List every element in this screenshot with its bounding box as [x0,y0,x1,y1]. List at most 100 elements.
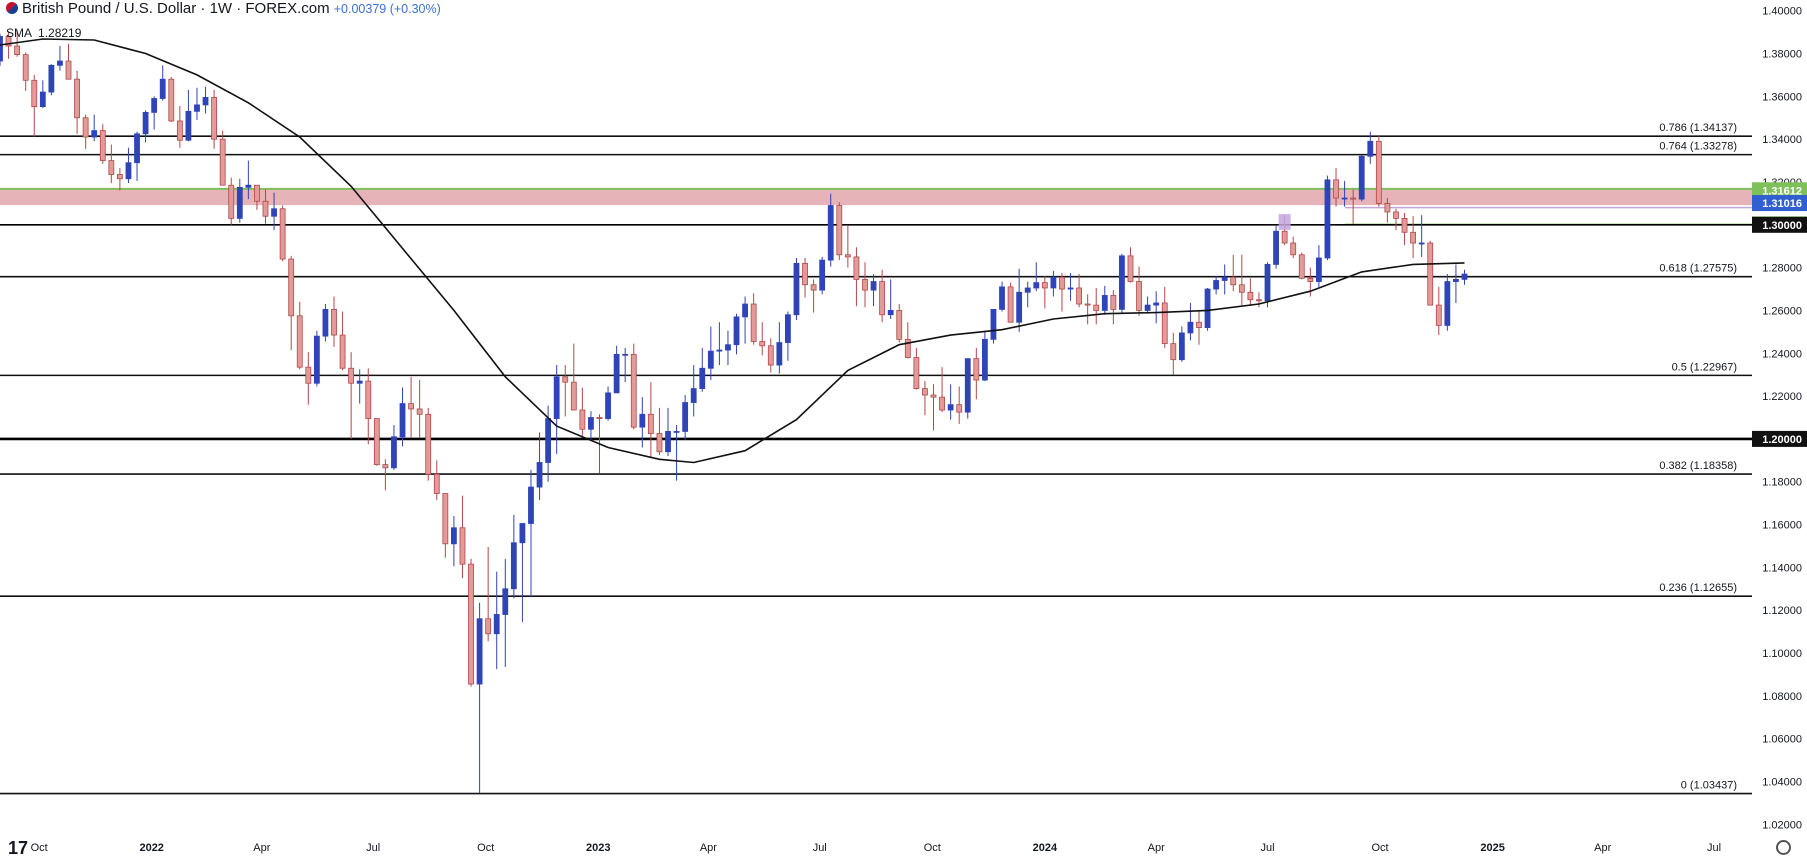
candle-body [1016,291,1023,323]
gbp-usd-flag-icon [6,2,18,14]
candle-body [1196,321,1202,328]
candle-body [1238,284,1245,293]
candle-body [699,367,706,389]
candle-body [519,523,526,544]
y-tick-label: 1.28000 [1762,263,1802,275]
candle-body [1221,276,1228,281]
fib-label-0: 0.786 (1.34137) [1659,122,1737,134]
x-tick-label: Oct [924,842,941,854]
fib-label-2: 0.618 (1.27575) [1659,263,1737,275]
x-tick-label: 2025 [1480,842,1504,854]
candle-body [468,563,474,685]
fib-label-3: 0.5 (1.22967) [1672,361,1737,373]
chart-header: British Pound / U.S. Dollar · 1W · FOREX… [6,0,441,17]
candle-body [1178,332,1185,361]
candle-body [1435,304,1442,326]
candle-body [913,357,920,389]
x-tick-label: Oct [477,842,494,854]
candle-body [22,54,29,81]
candle-body [1033,282,1040,289]
candle-body [416,408,423,415]
y-tick-label: 1.12000 [1762,605,1802,617]
symbol-title[interactable]: British Pound / U.S. Dollar · 1W · FOREX… [22,0,330,17]
candle-body [605,392,611,419]
fib-label-6: 0 (1.03437) [1681,780,1737,792]
candle-body [39,91,46,108]
price-tag-bg-0 [1752,182,1807,199]
candle-body [639,413,646,428]
candle-body [1161,302,1168,345]
candle-body [356,380,363,384]
candle-body [1204,288,1211,328]
candle-body [65,60,72,80]
candle-body [1290,242,1297,256]
time-axis[interactable]: Oct 2022 Apr Jul Oct 2023 Apr Jul Oct 2024 Apr Jul O… [31,842,1722,854]
x-tick-label: Jul [813,842,827,854]
price-tag-bg-4 [1752,430,1807,447]
candle-body [1298,254,1305,279]
marker-box [1278,214,1291,230]
y-tick-label: 1.38000 [1762,49,1802,61]
candle-body [1076,287,1082,305]
candle-body [887,310,894,316]
candle-body [1264,264,1271,302]
candle-body [690,388,697,403]
candle-body [331,308,337,336]
candle-body [211,97,218,140]
candle-body [1273,230,1279,265]
candle-body [562,376,569,383]
x-tick-label: Apr [1148,842,1165,854]
candle-body [305,366,312,384]
candle-body [348,367,355,384]
candle-body [879,281,886,316]
gear-icon[interactable] [1776,840,1791,855]
y-tick-label: 1.40000 [1762,6,1802,18]
price-tag-label-4: 1.20000 [1762,434,1802,446]
candle-body [844,254,851,258]
candle-body [973,358,980,381]
candle-body [707,350,714,369]
candle-body [1230,276,1237,286]
price-axis-background[interactable] [1752,0,1807,835]
candle-body [151,98,158,113]
x-tick-label: Jul [366,842,380,854]
fib-label-5: 0.236 (1.12655) [1659,582,1737,594]
candle-body [545,418,552,463]
y-tick-label: 1.04000 [1762,776,1802,788]
candle-body [425,413,432,475]
indicator-legend[interactable]: SMA 1.28219 [6,26,87,40]
sma-polyline [0,38,1465,464]
candle-body [91,130,98,138]
candle-body [964,358,971,413]
price-tag-label-3: 1.30000 [1762,220,1802,232]
candle-body [1375,140,1382,204]
candle-body [476,618,483,685]
candle-body [168,78,175,122]
fib-label-1: 0.764 (1.33278) [1659,141,1737,153]
y-tick-label: 1.22000 [1762,391,1802,403]
y-tick-label: 1.14000 [1762,562,1802,574]
candle-body [1187,321,1194,334]
tradingview-logo-icon[interactable]: 17 [8,838,29,858]
candle-body [981,338,988,381]
candle-body [1453,279,1459,282]
candle-body [1059,276,1065,290]
candle-body [254,184,260,202]
candle-body [1410,231,1417,244]
candle-body [904,338,911,358]
candle-body [0,35,3,62]
candle-body [262,200,269,217]
candle-body [922,388,928,396]
candle-body [82,117,89,138]
y-tick-label: 1.08000 [1762,691,1802,703]
candle-body [570,381,577,411]
candle-body [245,184,252,188]
candle-body [1084,303,1091,306]
y-tick-label: 1.06000 [1762,734,1802,746]
price-tag-bg-1 [1752,195,1807,212]
candle-body [596,417,603,419]
candle-body [1444,281,1451,326]
candle-body [1393,211,1399,219]
candle-body [742,303,748,318]
